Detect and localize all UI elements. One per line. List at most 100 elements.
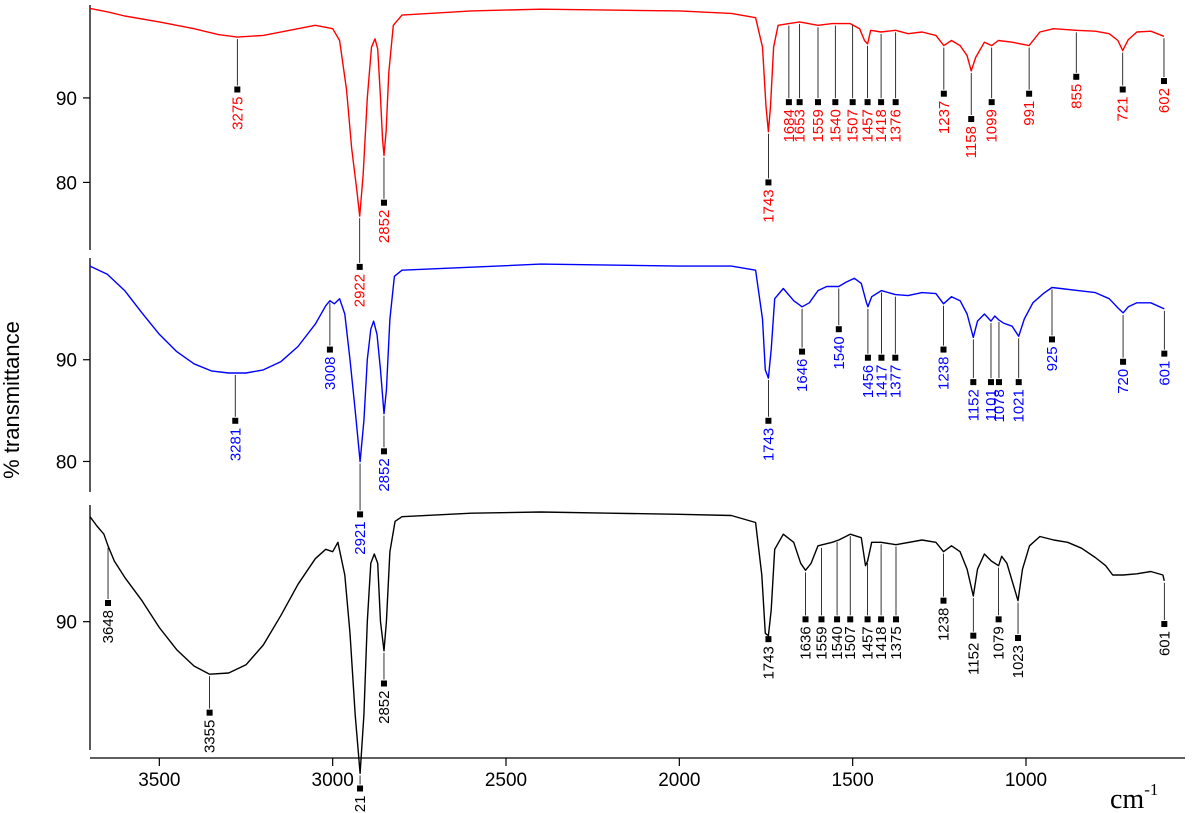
peak-marker xyxy=(995,616,1002,623)
peak-label: 1152 xyxy=(965,389,982,421)
peak-marker xyxy=(1161,621,1168,627)
peak-marker xyxy=(940,346,947,353)
peak-marker xyxy=(357,511,364,518)
peak-marker xyxy=(1015,635,1022,641)
peak-label: 925 xyxy=(1044,346,1061,371)
peak-label: 1376 xyxy=(888,109,905,142)
peak-label: 1457 xyxy=(860,626,877,659)
peak-label: 3275 xyxy=(229,96,246,129)
peak-label: 1417 xyxy=(873,365,890,398)
peak-marker xyxy=(878,616,885,623)
y-tick-label: 90 xyxy=(56,351,77,372)
peak-label: 1099 xyxy=(984,109,1001,142)
peak-marker xyxy=(864,616,871,623)
peak-label: 2852 xyxy=(376,691,393,724)
peak-marker xyxy=(892,99,899,106)
x-tick-label: 2500 xyxy=(485,770,527,791)
peak-marker xyxy=(206,709,213,716)
peak-label: 1079 xyxy=(991,626,1008,659)
peak-label: 1101 xyxy=(983,389,1000,421)
peak-marker xyxy=(234,86,241,93)
peak-label: 2852 xyxy=(376,210,393,243)
x-tick-label: 3000 xyxy=(312,770,354,791)
peak-label: 1238 xyxy=(935,357,952,390)
peak-marker xyxy=(765,179,772,186)
peak-marker xyxy=(1119,86,1126,93)
peak-label: 721 xyxy=(1115,96,1132,121)
peak-label: 1023 xyxy=(1010,645,1027,678)
peak-marker xyxy=(1120,358,1127,365)
peak-marker xyxy=(796,99,803,106)
x-axis-unit: cm-1 xyxy=(1110,780,1158,813)
peak-label: 3008 xyxy=(322,357,339,390)
peak-marker xyxy=(380,448,387,455)
y-tick-label: 80 xyxy=(56,452,77,473)
peak-marker xyxy=(785,99,792,106)
y-axis-label: % transmittance xyxy=(0,321,24,479)
y-tick-label: 80 xyxy=(56,173,77,194)
peak-marker xyxy=(799,348,806,355)
peak-label: 2922 xyxy=(352,274,369,307)
peak-marker xyxy=(878,99,885,106)
peak-marker xyxy=(1160,78,1167,85)
peak-label: 1559 xyxy=(810,109,827,142)
peak-label: 601 xyxy=(1156,631,1173,656)
peak-label: 3648 xyxy=(100,610,117,643)
peak-marker xyxy=(1073,73,1080,80)
peak-marker xyxy=(970,379,977,386)
peak-label: 720 xyxy=(1115,369,1132,394)
peak-marker xyxy=(356,263,363,270)
peak-label: 1375 xyxy=(888,626,905,659)
peak-label: 1377 xyxy=(887,365,904,398)
peak-label: 1021 xyxy=(1011,389,1028,422)
peak-marker xyxy=(326,346,333,353)
peak-label: 855 xyxy=(1068,84,1085,109)
peak-label: 1418 xyxy=(873,109,890,142)
peak-marker xyxy=(988,99,995,106)
peak-marker xyxy=(357,785,364,792)
peak-label: 2921 xyxy=(352,796,369,813)
x-tick-label: 3500 xyxy=(138,770,180,791)
peak-label: 1653 xyxy=(792,109,809,142)
peak-label: 3281 xyxy=(227,428,244,461)
peak-label: 602 xyxy=(1156,88,1173,113)
y-tick-label: 90 xyxy=(56,613,77,634)
peak-label: 1158 xyxy=(963,126,980,158)
x-axis-unit-base: cm xyxy=(1110,784,1144,813)
peak-label: 2921 xyxy=(352,521,369,554)
peak-label: 1636 xyxy=(798,626,815,659)
peak-marker xyxy=(835,326,842,333)
peak-marker xyxy=(892,354,899,361)
peak-marker xyxy=(380,199,387,206)
peak-marker xyxy=(893,616,899,623)
peak-label: 1238 xyxy=(935,608,952,641)
peak-label: 1237 xyxy=(936,101,953,134)
peak-label: 1646 xyxy=(794,359,811,392)
spectrum-line xyxy=(89,7,1165,217)
peak-label: 1507 xyxy=(842,626,859,659)
peak-label: 1743 xyxy=(760,428,777,461)
peak-label: 1152 xyxy=(965,643,982,675)
peak-label: 2852 xyxy=(376,458,393,491)
peak-marker xyxy=(995,379,1002,386)
peak-marker xyxy=(849,99,856,106)
peak-marker xyxy=(1015,379,1022,386)
peak-label: 3355 xyxy=(202,720,219,753)
peak-marker xyxy=(968,116,975,123)
peak-marker xyxy=(878,354,885,361)
peak-marker xyxy=(834,616,841,623)
peak-marker xyxy=(380,680,387,687)
y-tick-label: 90 xyxy=(56,89,77,110)
peak-marker xyxy=(940,90,947,97)
peak-marker xyxy=(970,632,977,639)
peak-label: 1743 xyxy=(760,189,777,222)
peak-label: 1078 xyxy=(991,389,1008,422)
peak-label: 1540 xyxy=(827,109,844,142)
peak-marker xyxy=(940,597,947,604)
peak-label: 1559 xyxy=(813,626,830,659)
peak-marker xyxy=(864,99,871,106)
spectrum-panel-2: 90 80 3281 3008 2921 2852 1743 1646 1540 14561417… xyxy=(56,258,1173,555)
peak-marker xyxy=(815,99,821,106)
